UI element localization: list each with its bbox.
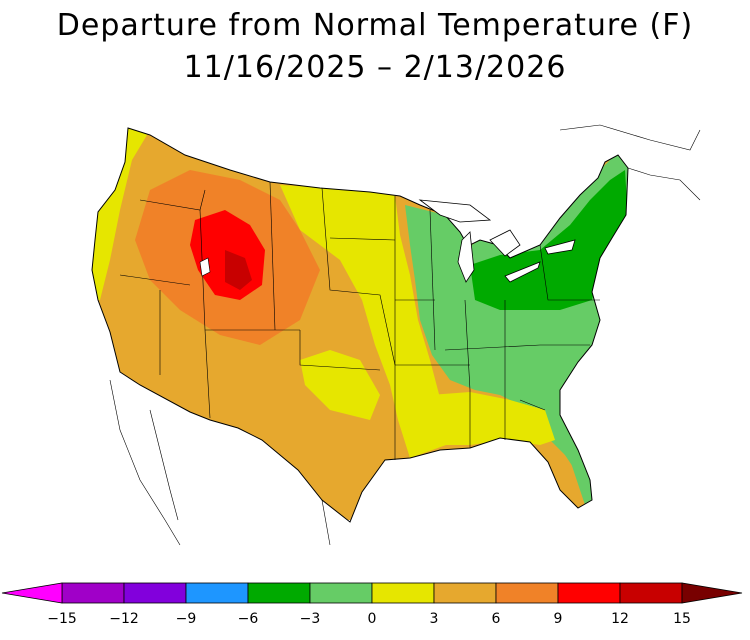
legend-tick-label: 6 [492,611,501,627]
legend-tick-label: −6 [238,611,259,627]
color-legend: −15 −12 −9 −6 −3 0 3 6 9 12 15 [1,582,743,627]
very-hot-zone [225,250,252,290]
neighboring-coastlines [109,124,701,546]
legend-tick-label: −15 [47,611,77,627]
state-boundaries [119,181,600,460]
legend-bin [185,582,249,604]
legend-tick-label: −12 [109,611,139,627]
lake-huron [489,229,521,257]
temperature-map [91,124,701,546]
legend-tick-label: 12 [611,611,629,627]
legend-tick-label: 3 [430,611,439,627]
legend-bin [309,582,373,604]
near-normal-zone-plains [280,185,446,458]
lake-ontario [544,239,576,255]
legend-bin [371,582,435,604]
legend-arrow-low [1,582,63,604]
country-outline [91,127,629,523]
shading-layer [92,128,628,520]
map-title: Departure from Normal Temperature (F) [56,8,694,43]
legend-bin [123,582,187,604]
legend-arrow-high [681,582,743,604]
legend-bin [495,582,559,604]
legend-bin [433,582,497,604]
near-normal-zone-gulf-states [430,392,555,445]
legend-tick-label: 9 [554,611,563,627]
legend-tick-label: 0 [368,611,377,627]
lake-michigan [457,231,475,283]
great-lakes [418,199,576,283]
lake-superior [418,199,492,223]
legend-tick-label: −3 [300,611,321,627]
legend-tick-label: 15 [673,611,691,627]
legend-bin [619,582,683,604]
legend-bin [247,582,311,604]
near-normal-zone-west-coast [92,128,150,300]
lake-erie [504,261,541,283]
legend-tick-label: −9 [176,611,197,627]
legend-bin [557,582,621,604]
map-date-range: 11/16/2025 – 2/13/2026 [183,50,567,85]
great-salt-lake [199,257,211,277]
near-normal-zone-oklahoma [300,350,380,420]
legend-bin [61,582,125,604]
